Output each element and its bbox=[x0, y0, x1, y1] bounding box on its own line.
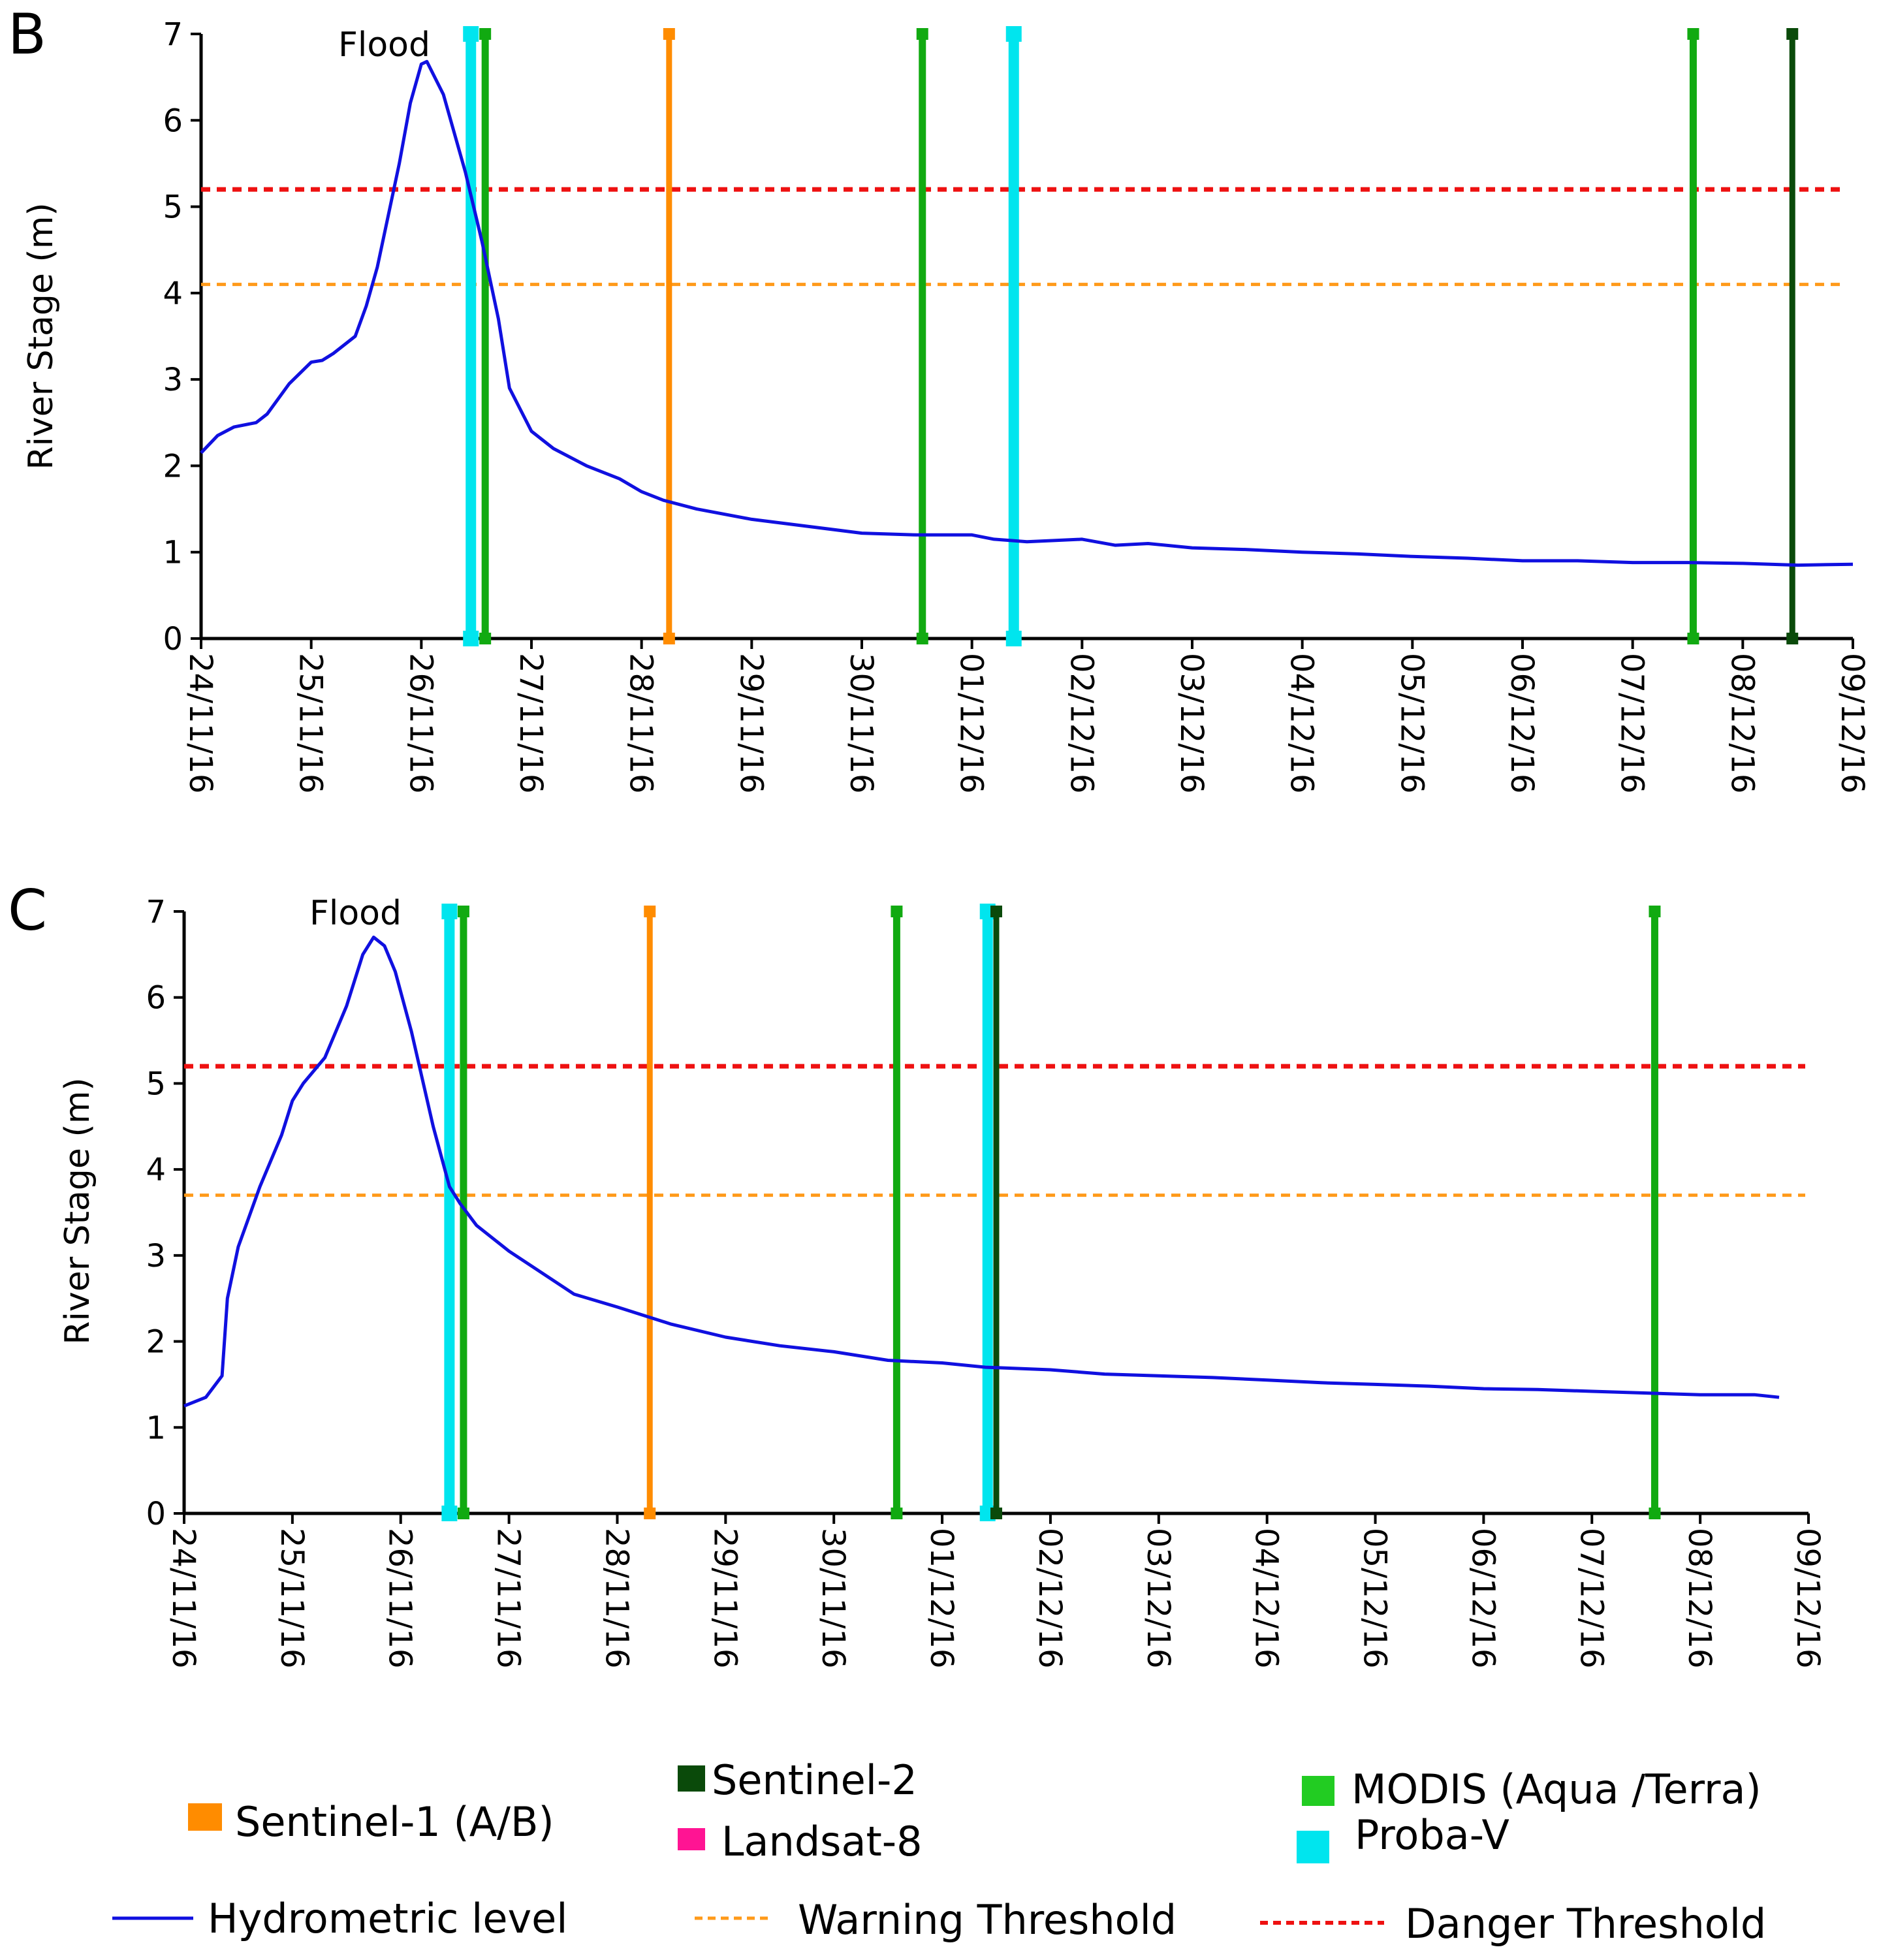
panel-c-y-axis-label: River Stage (m) bbox=[58, 1077, 97, 1344]
legend-label-landsat8: Landsat-8 bbox=[721, 1818, 923, 1865]
panel-b-acquisition-marker-bottom-sentinel1 bbox=[663, 633, 675, 644]
panel-b-x-tick-label: 28/11/16 bbox=[623, 653, 659, 794]
panel-b-y-tick-label: 0 bbox=[163, 621, 183, 657]
panel-c-acquisition-marker-top-sentinel1 bbox=[644, 906, 656, 917]
panel-b-x-tick-label: 09/12/16 bbox=[1834, 653, 1871, 794]
panel-b-x-tick-label: 26/11/16 bbox=[402, 653, 439, 794]
panel-b-y-tick-label: 3 bbox=[163, 362, 183, 398]
panel-b-y-tick-label: 7 bbox=[163, 16, 183, 53]
panel-b-x-tick-label: 24/11/16 bbox=[182, 653, 219, 794]
panel-c-acquisition-marker-bottom-probav bbox=[441, 1506, 458, 1521]
legend-swatch-landsat8 bbox=[678, 1828, 705, 1850]
panel-b-y-tick-label: 1 bbox=[163, 535, 183, 571]
panel-b-x-tick-label: 27/11/16 bbox=[513, 653, 549, 794]
chart-panel-c: 0 1 2 3 4 5 6 7 24/11/16 25/11/16 26/11/16 27/11/16… bbox=[58, 894, 1826, 1669]
panel-b-x-tick-label: 01/12/16 bbox=[953, 653, 990, 794]
panel-c-acquisition-marker-bottom-modis bbox=[457, 1508, 469, 1519]
panel-c-x-tick-label: 02/12/16 bbox=[1032, 1528, 1068, 1669]
legend-label-modis: MODIS (Aqua /Terra) bbox=[1351, 1765, 1761, 1813]
panel-b-x-tick-label: 30/11/16 bbox=[843, 653, 879, 794]
panel-b-acquisition-marker-bottom-probav bbox=[1005, 631, 1022, 646]
panel-b-acquisition-marker-top-modis bbox=[1687, 28, 1699, 40]
panel-c-x-tick-label: 04/12/16 bbox=[1248, 1528, 1285, 1669]
panel-c-flood-annotation: Flood bbox=[309, 894, 402, 933]
panel-c-y-tick-label: 7 bbox=[146, 894, 166, 930]
panel-b-acquisition-marker-bottom-sentinel2 bbox=[1786, 633, 1799, 644]
panel-letter-b: B bbox=[8, 2, 46, 67]
panel-c-y-tick-label: 3 bbox=[146, 1238, 166, 1274]
legend-swatch-sentinel2 bbox=[678, 1765, 705, 1792]
panel-c-x-tick-label: 06/12/16 bbox=[1464, 1528, 1501, 1669]
panel-c-acquisition-marker-top-sentinel2 bbox=[990, 906, 1002, 917]
panel-b-y-tick-label: 4 bbox=[163, 276, 183, 312]
panel-c-x-tick-label: 29/11/16 bbox=[706, 1528, 743, 1669]
panel-c-x-tick-label: 05/12/16 bbox=[1357, 1528, 1393, 1669]
panel-c-x-tick-label: 07/12/16 bbox=[1573, 1528, 1609, 1669]
panel-b-y-tick-label: 5 bbox=[163, 189, 183, 226]
panel-c-x-tick-label: 26/11/16 bbox=[382, 1528, 418, 1669]
panel-c-y-tick-label: 0 bbox=[146, 1496, 166, 1532]
legend-label-sentinel2: Sentinel-2 bbox=[712, 1756, 917, 1804]
panel-b-y-axis-label: River Stage (m) bbox=[22, 202, 61, 469]
panel-b-x-tick-label: 06/12/16 bbox=[1504, 653, 1540, 794]
panel-b-x-tick-label: 05/12/16 bbox=[1393, 653, 1430, 794]
legend-swatch-sentinel1 bbox=[188, 1803, 222, 1831]
panel-c-acquisition-marker-top-modis bbox=[1649, 906, 1661, 917]
panel-b-x-tick-label: 25/11/16 bbox=[292, 653, 329, 794]
panel-b-acquisition-marker-bottom-modis bbox=[479, 633, 492, 644]
legend-label-probav: Proba-V bbox=[1355, 1811, 1509, 1859]
panel-letter-c: C bbox=[8, 878, 47, 943]
panel-c-acquisition-marker-bottom-modis bbox=[1649, 1508, 1661, 1519]
panel-c-x-tick-label: 01/12/16 bbox=[923, 1528, 960, 1669]
panel-b-acquisition-marker-top-probav bbox=[463, 26, 479, 42]
panel-c-x-tick-label: 30/11/16 bbox=[815, 1528, 851, 1669]
panel-c-hydrometric-level-line bbox=[183, 936, 1780, 1408]
panel-c-y-tick-label: 6 bbox=[146, 980, 166, 1017]
panel-b-flood-annotation: Flood bbox=[338, 25, 430, 65]
legend-swatch-probav bbox=[1297, 1831, 1329, 1863]
panel-b-x-tick-label: 29/11/16 bbox=[733, 653, 769, 794]
panel-b-acquisition-marker-top-modis bbox=[916, 28, 928, 40]
legend-label-warning: Warning Threshold bbox=[798, 1896, 1176, 1944]
legend-swatch-modis bbox=[1302, 1776, 1334, 1806]
panel-c-x-tick-label: 28/11/16 bbox=[598, 1528, 635, 1669]
panel-b-acquisition-marker-top-probav bbox=[1005, 26, 1022, 42]
panel-c-y-tick-label: 5 bbox=[146, 1066, 166, 1102]
panel-c-x-tick-label: 24/11/16 bbox=[165, 1528, 202, 1669]
panel-b-acquisition-marker-bottom-probav bbox=[463, 631, 479, 646]
panel-c-x-tick-label: 03/12/16 bbox=[1140, 1528, 1176, 1669]
panel-b-acquisition-marker-top-sentinel2 bbox=[1786, 28, 1799, 40]
legend-label-hydrometric: Hydrometric level bbox=[208, 1895, 568, 1942]
panel-c-acquisition-marker-bottom-sentinel1 bbox=[644, 1508, 656, 1519]
panel-b-acquisition-marker-top-modis bbox=[479, 28, 492, 40]
panel-b-x-tick-label: 03/12/16 bbox=[1173, 653, 1210, 794]
panel-c-acquisition-marker-bottom-sentinel2 bbox=[990, 1508, 1002, 1519]
panel-c-x-tick-label: 27/11/16 bbox=[490, 1528, 527, 1669]
legend-label-danger: Danger Threshold bbox=[1405, 1900, 1766, 1948]
panel-b-hydrometric-level-line bbox=[200, 59, 1854, 567]
panel-c-acquisition-marker-top-probav bbox=[441, 904, 458, 919]
panel-b-x-tick-label: 07/12/16 bbox=[1614, 653, 1650, 794]
panel-c-y-tick-label: 4 bbox=[146, 1152, 166, 1188]
panel-c-x-tick-label: 08/12/16 bbox=[1681, 1528, 1718, 1669]
panel-b-acquisition-marker-top-sentinel1 bbox=[663, 28, 675, 40]
panel-c-acquisition-marker-top-modis bbox=[891, 906, 903, 917]
panel-c-x-tick-label: 25/11/16 bbox=[274, 1528, 310, 1669]
legend-label-sentinel1: Sentinel-1 (A/B) bbox=[235, 1798, 554, 1846]
panel-c-y-tick-label: 2 bbox=[146, 1324, 166, 1361]
panel-b-x-tick-label: 02/12/16 bbox=[1063, 653, 1099, 794]
panel-c-acquisition-marker-bottom-modis bbox=[891, 1508, 903, 1519]
panel-c-x-tick-label: 09/12/16 bbox=[1790, 1528, 1826, 1669]
legend: Sentinel-1 (A/B) Sentinel-2 Landsat-8 MO… bbox=[112, 1756, 1766, 1948]
panel-b-acquisition-marker-bottom-modis bbox=[1687, 633, 1699, 644]
panel-b-x-tick-label: 04/12/16 bbox=[1284, 653, 1320, 794]
panel-c-acquisition-marker-top-modis bbox=[457, 906, 469, 917]
panel-b-y-tick-label: 6 bbox=[163, 103, 183, 139]
panel-b-y-tick-label: 2 bbox=[163, 448, 183, 484]
chart-panel-b: 0 1 2 3 4 5 6 7 24/11/16 25/11/16 26/11/16 27/11/16… bbox=[22, 16, 1871, 794]
panel-c-y-tick-label: 1 bbox=[146, 1410, 166, 1446]
panel-b-x-tick-label: 08/12/16 bbox=[1724, 653, 1760, 794]
panel-b-acquisition-marker-bottom-modis bbox=[916, 633, 928, 644]
